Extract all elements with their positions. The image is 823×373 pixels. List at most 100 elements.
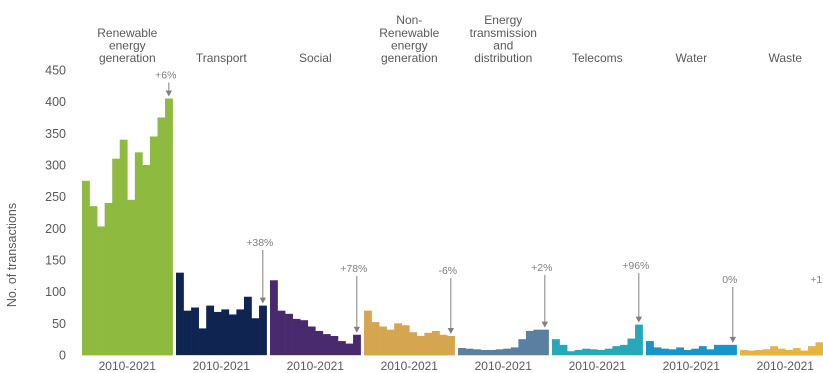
change-arrow-head — [729, 336, 737, 343]
change-arrow-head — [259, 297, 267, 304]
bar — [815, 342, 823, 355]
category-label: Waste — [769, 51, 803, 65]
bar — [574, 349, 583, 355]
period-label: 2010-2021 — [569, 359, 627, 373]
y-axis-label: No. of transactions — [5, 203, 19, 307]
bar — [89, 206, 98, 355]
bar — [770, 346, 779, 355]
bar — [510, 347, 519, 355]
y-tick-label: 250 — [45, 190, 66, 204]
bar — [416, 336, 425, 355]
change-annotation: +78% — [340, 263, 367, 275]
bar — [713, 344, 722, 355]
bar — [729, 344, 737, 355]
bar — [112, 158, 121, 355]
bar — [541, 329, 549, 355]
bar — [447, 336, 455, 355]
category-label: Social — [299, 51, 332, 65]
sector-group-transport: 2010-2021 Transport +38% — [176, 51, 273, 373]
bar — [183, 310, 192, 355]
bar — [597, 349, 606, 355]
bar — [236, 309, 245, 355]
bar — [206, 305, 215, 355]
sector-group-energy-transmission-and-distribution: 2010-2021 Energy transmission and distributi… — [458, 13, 552, 373]
y-axis: 0 50 100 150 200 250 300 350 400 450 — [45, 64, 66, 363]
bar — [353, 334, 361, 355]
period-label: 2010-2021 — [193, 359, 251, 373]
bar — [559, 344, 568, 355]
bar — [401, 325, 410, 355]
bar — [525, 330, 534, 355]
sector-group-renewable-energy-generation: 2010-2021 Renewable energy generation +6% — [82, 26, 176, 373]
bar — [300, 320, 309, 355]
bar — [488, 349, 497, 355]
bar — [198, 328, 207, 355]
bar — [792, 348, 801, 355]
bar — [270, 280, 278, 355]
bar — [785, 349, 794, 355]
category-label: Renewable energy generation — [97, 26, 157, 65]
bar — [698, 346, 707, 355]
bar — [322, 334, 331, 355]
bar — [668, 349, 677, 355]
bar — [165, 98, 173, 355]
bar — [589, 349, 598, 355]
bar — [762, 349, 771, 355]
sector-group-waste: 2010-2021 Waste +19% — [740, 51, 823, 373]
bar — [653, 347, 662, 355]
bar — [379, 326, 387, 355]
period-label: 2010-2021 — [475, 359, 533, 373]
bar — [345, 343, 354, 355]
bar — [635, 324, 643, 355]
y-tick-label: 400 — [45, 95, 66, 109]
bar — [777, 348, 786, 355]
period-label: 2010-2021 — [757, 359, 815, 373]
change-annotation: +38% — [246, 237, 273, 249]
change-annotation: +2% — [531, 262, 552, 274]
sector-group-non-renewable-energy-generation: 2010-2021 Non-Renewable energy generation -6… — [364, 13, 457, 373]
bar — [740, 349, 748, 355]
category-label: Water — [676, 51, 708, 65]
bar — [661, 348, 669, 355]
bar — [82, 180, 90, 355]
bar — [364, 310, 372, 355]
bar — [307, 326, 316, 355]
bar — [683, 349, 692, 355]
bar — [277, 310, 286, 355]
bar — [612, 346, 621, 355]
bar — [518, 339, 527, 355]
bar — [627, 338, 636, 355]
change-arrow-head — [447, 328, 455, 334]
change-annotation: 0% — [722, 274, 737, 286]
bar — [755, 349, 763, 355]
bar — [176, 272, 184, 355]
bar — [330, 336, 339, 355]
bar — [439, 334, 448, 355]
bar — [458, 348, 466, 355]
bar — [465, 348, 474, 355]
bar — [721, 344, 730, 355]
category-label: Telecoms — [572, 51, 623, 65]
bar — [315, 330, 324, 355]
sector-group-social: 2010-2021 Social +78% — [270, 51, 367, 373]
bar — [119, 139, 128, 355]
bar — [259, 305, 267, 355]
bar — [480, 349, 489, 355]
change-arrow-head — [353, 326, 361, 333]
bar — [394, 323, 403, 355]
change-annotation: -6% — [438, 265, 457, 277]
sector-group-water: 2010-2021 Water 0% — [646, 51, 737, 373]
bar — [807, 346, 816, 355]
y-tick-label: 100 — [45, 285, 66, 299]
bar — [424, 332, 433, 355]
bar — [747, 350, 756, 355]
bar — [127, 199, 136, 355]
bar — [142, 165, 151, 355]
bar — [706, 349, 715, 355]
bar — [676, 347, 685, 355]
bar — [213, 311, 222, 355]
bar — [292, 318, 301, 355]
bar — [567, 351, 575, 355]
